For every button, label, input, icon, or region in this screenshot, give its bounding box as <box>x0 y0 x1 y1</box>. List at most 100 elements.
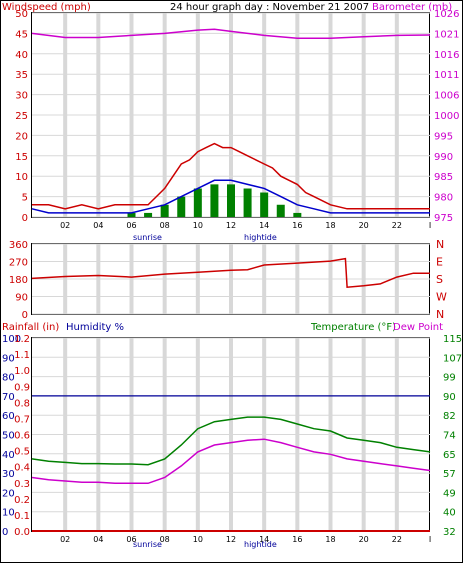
x-tick-label: 16 <box>292 221 302 230</box>
compass-label: W <box>436 291 447 304</box>
chart-title: 24 hour graph day : November 21 2007 <box>170 2 369 13</box>
x-tick-label: 04 <box>93 221 103 230</box>
wind-y-tick: 45 <box>15 29 28 40</box>
temperature-y-tick: 49 <box>443 488 456 499</box>
baro-y-tick: 990 <box>434 152 453 163</box>
humidity-y-tick: 70 <box>2 392 15 403</box>
humidity-label: Humidity % <box>66 322 124 333</box>
temperature-y-tick: 90 <box>443 392 456 403</box>
x-tick-label: 10 <box>193 535 203 544</box>
rainfall-y-tick: 0.8 <box>14 398 30 409</box>
wind-y-tick: 15 <box>15 152 28 163</box>
baro-y-tick: 1000 <box>434 111 459 122</box>
baro-y-tick: 1021 <box>434 29 459 40</box>
hightide-marker-bottom: hightide <box>244 540 277 549</box>
temperature-y-tick: 40 <box>443 508 456 519</box>
humidity-y-tick: 90 <box>2 353 15 364</box>
humidity-y-tick: 20 <box>2 488 15 499</box>
wind-y-tick: 10 <box>15 172 28 183</box>
barometer-series <box>31 28 431 40</box>
wind-y-tick: 50 <box>15 9 28 20</box>
baro-y-tick: 1011 <box>434 70 459 81</box>
x-tick-label: 02 <box>60 221 70 230</box>
dir-y-tick: 0 <box>22 310 28 321</box>
rainfall-y-tick: 0.2 <box>14 495 30 506</box>
x-tick-label: 08 <box>160 535 170 544</box>
dir-y-tick: 360 <box>9 240 28 251</box>
hightide-marker: hightide <box>244 233 277 242</box>
dewpoint-series <box>31 438 431 485</box>
temperature-y-tick: 107 <box>443 353 462 364</box>
humidity-y-tick: 30 <box>2 469 15 480</box>
wind-y-tick: 20 <box>15 131 28 142</box>
rainfall-y-tick: 0.4 <box>14 463 30 474</box>
rainfall-label: Rainfall (in) <box>2 322 59 333</box>
humidity-y-tick: 40 <box>2 450 15 461</box>
x-tick-label: 14 <box>259 221 269 230</box>
rainfall-y-tick: 0.1 <box>14 511 30 522</box>
dir-y-tick: 180 <box>9 275 28 286</box>
humidity-y-tick: 10 <box>2 508 15 519</box>
x-tick-label: 22 <box>392 221 402 230</box>
rainfall-y-tick: 0.7 <box>14 414 30 425</box>
x-tick-label: 06 <box>126 221 136 230</box>
x-tick-label: 16 <box>292 535 302 544</box>
axis-layer: 02 04 06 08 10 12 14 16 18 20 22 I 0 5 10 15 20 25 30 35 40 4… <box>2 9 462 544</box>
baro-y-tick: 1026 <box>434 9 459 20</box>
x-tick-label: 12 <box>226 535 236 544</box>
dewpoint-label: Dew Point <box>393 322 443 333</box>
baro-y-tick: 975 <box>434 213 453 224</box>
temperature-y-tick: 57 <box>443 469 456 480</box>
rainfall-y-tick: 1.2 <box>14 334 30 345</box>
rainfall-y-tick: 0.5 <box>14 447 30 458</box>
grid-layer <box>32 12 430 532</box>
humidity-y-tick: 60 <box>2 411 15 422</box>
compass-label: E <box>436 256 443 269</box>
x-tick-label: I <box>429 221 431 230</box>
humidity-y-tick: 100 <box>2 334 21 345</box>
wind-direction-series <box>31 257 430 289</box>
x-tick-label: I <box>429 535 431 544</box>
x-tick-label: 22 <box>392 535 402 544</box>
temperature-y-tick: 65 <box>443 450 456 461</box>
dir-y-tick: 90 <box>15 293 28 304</box>
temperature-series <box>31 416 431 466</box>
x-tick-label: 14 <box>259 535 269 544</box>
barometer-label: Barometer (mb) <box>372 2 452 13</box>
rainfall-y-tick: 0.3 <box>14 479 30 490</box>
compass-label: N <box>436 238 444 251</box>
baro-y-tick: 995 <box>434 131 453 142</box>
wind-y-tick: 0 <box>22 213 28 224</box>
temperature-y-tick: 115 <box>443 334 462 345</box>
windspeed-series <box>32 142 430 210</box>
rainfall-y-tick: 0.9 <box>14 382 30 393</box>
x-tick-label: 18 <box>325 221 335 230</box>
wind-y-tick: 25 <box>15 111 28 122</box>
x-tick-label: 12 <box>226 221 236 230</box>
x-tick-label: 06 <box>126 535 136 544</box>
rainfall-y-tick: 0.0 <box>14 527 30 538</box>
baro-y-tick: 985 <box>434 172 453 183</box>
compass-label: S <box>436 273 443 286</box>
sunrise-marker-bottom: sunrise <box>133 540 162 549</box>
temperature-y-tick: 32 <box>443 527 456 538</box>
x-tick-label: 18 <box>325 535 335 544</box>
wind-y-tick: 40 <box>15 50 28 61</box>
sunrise-marker: sunrise <box>133 233 162 242</box>
x-tick-label: 08 <box>160 221 170 230</box>
x-tick-label: 20 <box>359 221 369 230</box>
humidity-y-tick: 50 <box>2 431 15 442</box>
series-layer <box>31 28 431 532</box>
x-tick-label: 02 <box>60 535 70 544</box>
temperature-y-tick: 82 <box>443 411 456 422</box>
compass-label: N <box>436 308 444 321</box>
windspeed-label: Windspeed (mph) <box>2 2 91 13</box>
temperature-label: Temperature (°F) <box>310 322 396 333</box>
x-tick-label: 20 <box>359 535 369 544</box>
avg-wind-series <box>31 179 430 214</box>
baro-y-tick: 1016 <box>434 50 459 61</box>
temperature-y-tick: 99 <box>443 373 456 384</box>
humidity-y-tick: 0 <box>2 527 8 538</box>
baro-y-tick: 980 <box>434 193 453 204</box>
